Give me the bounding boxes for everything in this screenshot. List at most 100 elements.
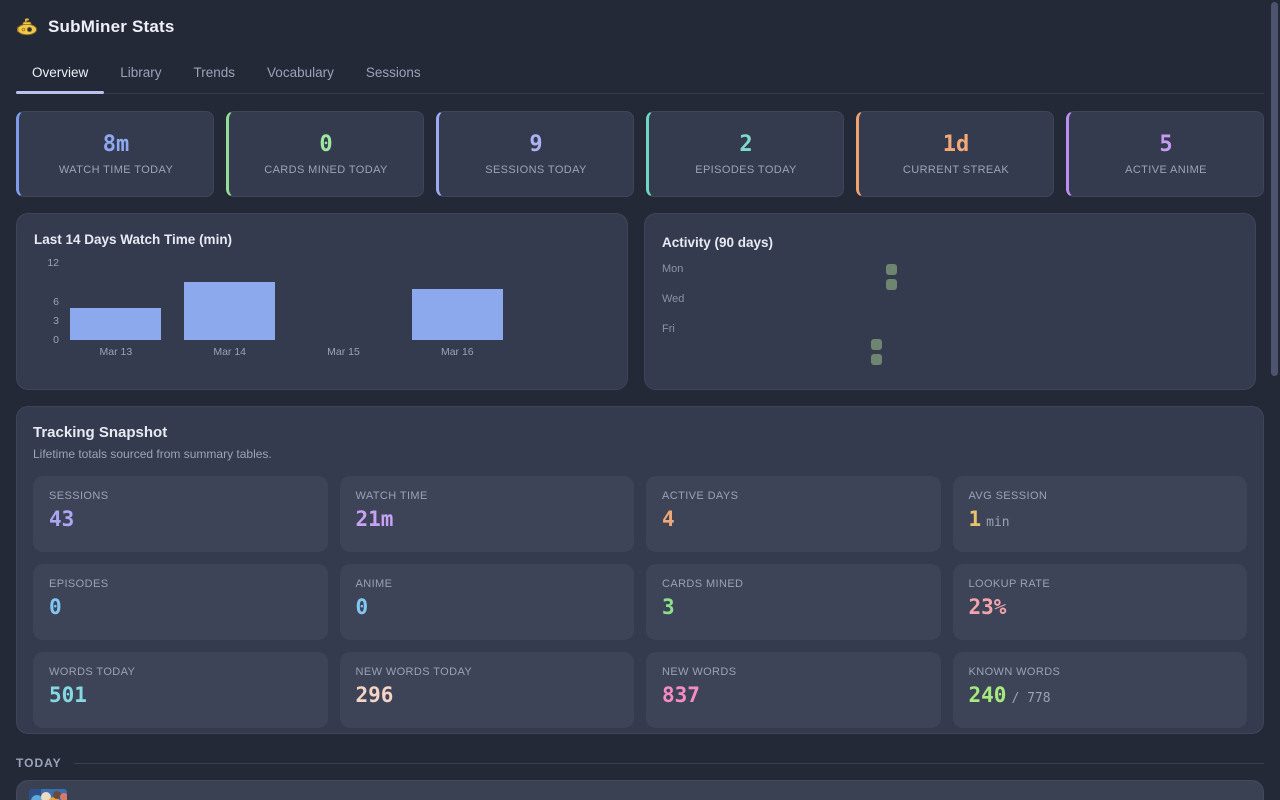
stat-value: 0 xyxy=(319,132,333,157)
stat-card-watch-time-today: 8m WATCH TIME TODAY xyxy=(16,111,214,197)
tile-value: 21m xyxy=(355,507,394,531)
heatmap-day-label-mon: Mon xyxy=(662,263,684,275)
stat-label: CURRENT STREAK xyxy=(902,164,1010,176)
tracking-tile-new-words-today: NEW WORDS TODAY 296 xyxy=(339,652,634,728)
activity-heatmap-panel: Activity (90 days) Mon Wed Fri xyxy=(644,213,1256,390)
stat-label: ACTIVE ANIME xyxy=(1125,164,1207,176)
tab-overview[interactable]: Overview xyxy=(16,54,105,94)
tracking-snapshot-panel: Tracking Snapshot Lifetime totals source… xyxy=(16,406,1264,734)
tile-value: 296 xyxy=(355,683,394,707)
tile-value: 23% xyxy=(968,595,1007,619)
stat-card-active-anime: 5 ACTIVE ANIME xyxy=(1066,111,1264,197)
heatmap-active-cell xyxy=(871,339,882,350)
tracking-subtitle: Lifetime totals sourced from summary tab… xyxy=(33,447,272,461)
today-section-header: TODAY xyxy=(16,756,1264,770)
tile-label: ANIME xyxy=(355,578,393,590)
anime-thumbnail xyxy=(29,789,67,800)
tracking-tile-active-days: ACTIVE DAYS 4 xyxy=(646,476,941,552)
bar-mar-16 xyxy=(411,288,503,340)
tab-sessions[interactable]: Sessions xyxy=(350,54,437,93)
x-axis-label: Mar 14 xyxy=(213,346,247,358)
tracking-tiles: SESSIONS 43 WATCH TIME 21m ACTIVE DAYS 4 AVG S… xyxy=(33,476,1247,728)
tile-value-suffix: / 778 xyxy=(1011,691,1051,706)
x-axis-label: Mar 13 xyxy=(99,346,133,358)
tile-value: 240/ 778 xyxy=(968,683,1051,707)
heatmap-day-label-wed: Wed xyxy=(662,293,685,305)
y-axis-tick: 0 xyxy=(53,334,59,346)
tile-label: AVG SESSION xyxy=(968,490,1048,502)
tile-value: 0 xyxy=(49,595,62,619)
stat-card-current-streak: 1d CURRENT STREAK xyxy=(856,111,1054,197)
tile-label: SESSIONS xyxy=(49,490,109,502)
today-label: TODAY xyxy=(16,756,62,770)
y-axis-tick: 12 xyxy=(47,257,59,269)
tracking-title: Tracking Snapshot xyxy=(33,424,168,441)
stat-label: SESSIONS TODAY xyxy=(485,164,587,176)
tracking-tile-sessions: SESSIONS 43 xyxy=(33,476,328,552)
tile-label: WATCH TIME xyxy=(355,490,428,502)
app-header: SubMiner Stats Overview Library Trends Voca… xyxy=(0,0,1280,94)
watch-time-bar-chart: 0 3 6 12 Mar 13 Mar 14 Mar 15 Mar 16 xyxy=(17,214,627,389)
y-axis-tick: 3 xyxy=(53,314,59,327)
tile-value: 4 xyxy=(662,507,675,531)
tile-value: 837 xyxy=(662,683,700,707)
tile-value: 0 xyxy=(355,595,369,619)
app-title: SubMiner Stats xyxy=(48,17,175,36)
tracking-tile-avg-session: AVG SESSION 1 min xyxy=(952,476,1247,552)
heatmap-active-cell xyxy=(871,354,882,365)
tracking-tile-anime: ANIME 0 xyxy=(339,564,634,640)
tracking-tile-episodes: EPISODES 0 xyxy=(33,564,328,640)
stat-card-cards-mined-today: 0 CARDS MINED TODAY xyxy=(226,111,424,197)
stat-value: 2 xyxy=(739,132,753,157)
stat-value: 5 xyxy=(1159,132,1173,157)
stat-label: WATCH TIME TODAY xyxy=(58,164,174,176)
bar-chart-title: Last 14 Days Watch Time (min) xyxy=(34,232,233,247)
tile-label: CARDS MINED xyxy=(662,578,744,590)
tile-label: WORDS TODAY xyxy=(49,666,136,678)
stat-value: 8m xyxy=(102,132,130,157)
tile-label: KNOWN WORDS xyxy=(968,666,1061,678)
vertical-scrollbar-thumb[interactable] xyxy=(1271,2,1278,376)
charts-row: Last 14 Days Watch Time (min) 0 3 6 12 Mar 1… xyxy=(16,213,1264,390)
heatmap-active-cell xyxy=(886,279,897,290)
tile-label: EPISODES xyxy=(49,578,109,590)
tile-label: ACTIVE DAYS xyxy=(662,490,739,502)
heatmap-title: Activity (90 days) xyxy=(662,235,774,250)
tile-value-suffix: min xyxy=(986,515,1010,530)
activity-heatmap: Mon Wed Fri xyxy=(645,214,1255,389)
tile-value: 43 xyxy=(49,507,75,531)
today-stat-cards: 8m WATCH TIME TODAY 0 CARDS MINED TODAY 9 SES… xyxy=(16,111,1264,197)
stat-value: 1d xyxy=(942,132,970,157)
stat-label: EPISODES TODAY xyxy=(695,164,797,176)
tile-value: 1 min xyxy=(968,507,1010,531)
x-axis-label: Mar 16 xyxy=(440,346,474,358)
tile-value: 501 xyxy=(49,683,87,707)
tile-label: LOOKUP RATE xyxy=(968,578,1051,590)
tracking-tile-watch-time: WATCH TIME 21m xyxy=(339,476,634,552)
tab-bar: Overview Library Trends Vocabulary Sessions xyxy=(16,54,1264,94)
tab-trends[interactable]: Trends xyxy=(178,54,252,93)
bar-mar-13 xyxy=(70,307,162,340)
stat-value: 9 xyxy=(529,132,543,157)
today-section: TODAY xyxy=(16,756,1264,800)
tracking-tile-words-today: WORDS TODAY 501 xyxy=(33,652,328,728)
today-divider-line xyxy=(73,762,1264,764)
heatmap-active-cell xyxy=(886,264,897,275)
tracking-tile-known-words: KNOWN WORDS 240/ 778 xyxy=(952,652,1247,728)
heatmap-day-label-fri: Fri xyxy=(662,323,675,335)
brand: SubMiner Stats xyxy=(16,14,1264,40)
tile-label: NEW WORDS TODAY xyxy=(355,666,473,678)
overview-page: 8m WATCH TIME TODAY 0 CARDS MINED TODAY 9 SES… xyxy=(0,111,1280,800)
x-axis-label: Mar 15 xyxy=(327,346,360,358)
stat-card-sessions-today: 9 SESSIONS TODAY xyxy=(436,111,634,197)
stat-card-episodes-today: 2 EPISODES TODAY xyxy=(646,111,844,197)
tile-value: 3 xyxy=(662,595,675,619)
today-session-card[interactable] xyxy=(16,780,1264,800)
stat-label: CARDS MINED TODAY xyxy=(264,164,388,176)
tab-vocabulary[interactable]: Vocabulary xyxy=(251,54,350,93)
submarine-logo-icon xyxy=(16,16,38,38)
tab-library[interactable]: Library xyxy=(104,54,177,93)
tracking-tile-new-words: NEW WORDS 837 xyxy=(646,652,941,728)
watch-time-chart-panel: Last 14 Days Watch Time (min) 0 3 6 12 Mar 1… xyxy=(16,213,628,390)
y-axis-tick: 6 xyxy=(53,295,59,308)
